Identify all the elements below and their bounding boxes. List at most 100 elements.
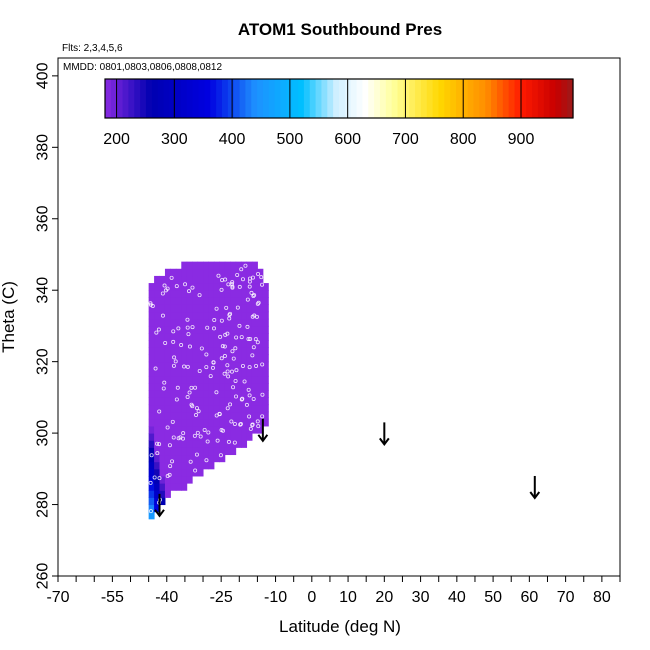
heatmap-cell <box>148 454 155 463</box>
heatmap-cell <box>230 340 237 348</box>
heatmap-cell <box>159 325 166 334</box>
heatmap-cell <box>197 333 204 341</box>
heatmap-cell <box>164 275 171 284</box>
heatmap-cell <box>224 368 231 377</box>
x-tick-label: 30 <box>412 589 430 606</box>
heatmap-cell <box>181 404 188 413</box>
heatmap-cell <box>219 283 226 291</box>
measurement-point <box>251 294 256 299</box>
heatmap-cell <box>262 418 269 427</box>
heatmap-cell <box>170 468 177 477</box>
heatmap-cell <box>159 375 166 384</box>
heatmap-cell <box>154 397 161 406</box>
colorbar-swatch <box>251 79 258 118</box>
y-axis-label: Theta (C) <box>0 281 18 353</box>
heatmap-cell <box>230 375 237 384</box>
heatmap-cell <box>230 347 237 356</box>
colorbar-swatch <box>391 79 399 118</box>
measurement-point <box>260 282 265 287</box>
measurement-point <box>235 305 240 310</box>
heatmap-cell <box>164 325 171 334</box>
heatmap-cell <box>164 475 171 484</box>
heatmap-cell <box>186 297 193 305</box>
heatmap-cell <box>230 261 237 270</box>
heatmap-cell <box>186 468 193 477</box>
colorbar-tick-label: 800 <box>450 131 477 148</box>
heatmap-cell <box>235 411 242 420</box>
measurement-point <box>163 340 168 345</box>
measurement-point <box>148 509 153 514</box>
heatmap-cell <box>241 368 248 377</box>
heatmap-cell <box>148 283 155 291</box>
measurement-point <box>216 273 221 278</box>
colorbar-swatch <box>181 79 188 118</box>
measurement-point <box>219 356 224 361</box>
heatmap-cell <box>203 304 209 313</box>
measurement-point <box>170 459 175 464</box>
heatmap-cell <box>241 361 248 370</box>
colorbar-swatch <box>239 79 246 118</box>
heatmap-cell <box>197 325 204 334</box>
measurement-point <box>152 475 157 480</box>
heatmap-cell <box>148 297 155 305</box>
measurement-point <box>220 428 225 433</box>
heatmap-cell <box>251 383 258 391</box>
heatmap-cell <box>186 340 193 348</box>
heatmap-cell <box>235 340 242 348</box>
heatmap-cell <box>219 290 226 298</box>
heatmap-cell <box>213 433 220 441</box>
heatmap-cell <box>186 475 193 484</box>
heatmap-cell <box>170 397 177 406</box>
heatmap-cell <box>235 268 242 277</box>
colorbar-swatch <box>116 79 124 118</box>
heatmap-cell <box>224 268 231 277</box>
measurement-point <box>150 304 155 309</box>
heatmap-cell <box>230 397 237 406</box>
measurement-point <box>171 435 176 440</box>
measurement-point <box>255 340 260 345</box>
measurement-point <box>187 390 192 395</box>
heatmap-cell <box>224 325 231 334</box>
heatmap-cell <box>251 311 258 320</box>
heatmap-cell <box>208 368 215 377</box>
measurement-point <box>256 272 261 277</box>
measurement-point <box>172 355 177 360</box>
heatmap-cell <box>246 261 253 270</box>
measurement-point <box>238 422 243 427</box>
heatmap-cell <box>230 311 237 320</box>
heatmap-cell <box>208 275 215 284</box>
colorbar-swatch <box>257 79 264 118</box>
heatmap-cell <box>251 390 258 398</box>
measurement-point <box>260 362 265 367</box>
heatmap-cell <box>170 361 177 370</box>
heatmap-cell <box>208 347 215 356</box>
heatmap-cell <box>257 275 264 284</box>
heatmap-cell <box>262 297 269 305</box>
measurement-point <box>175 385 180 390</box>
heatmap-cell <box>224 354 231 363</box>
heatmap-cell <box>164 440 171 448</box>
measurement-point <box>204 352 209 357</box>
heatmap-cell <box>235 375 242 384</box>
heatmap-cell <box>186 418 193 427</box>
heatmap-cell <box>208 390 215 398</box>
measurement-point <box>220 278 225 283</box>
heatmap-cell <box>181 311 188 320</box>
heatmap-cell <box>159 440 166 448</box>
down-arrow-marker <box>529 475 541 500</box>
heatmap-cell <box>170 290 177 298</box>
measurement-point <box>234 394 239 399</box>
colorbar-swatch <box>479 79 486 118</box>
heatmap-cell <box>257 297 264 305</box>
heatmap-cell <box>186 375 193 384</box>
heatmap-cell <box>213 425 220 434</box>
heatmap-cell <box>213 368 220 377</box>
colorbar-swatch <box>467 79 475 118</box>
x-tick-label: -55 <box>101 589 124 606</box>
dates-annotation: MMDD: 0801,0803,0806,0808,0812 <box>63 62 222 73</box>
heatmap-cell <box>251 261 258 270</box>
heatmap-cell <box>241 418 248 427</box>
heatmap-cell <box>219 368 226 377</box>
measurement-point <box>204 458 209 463</box>
heatmap-cell <box>262 390 269 398</box>
